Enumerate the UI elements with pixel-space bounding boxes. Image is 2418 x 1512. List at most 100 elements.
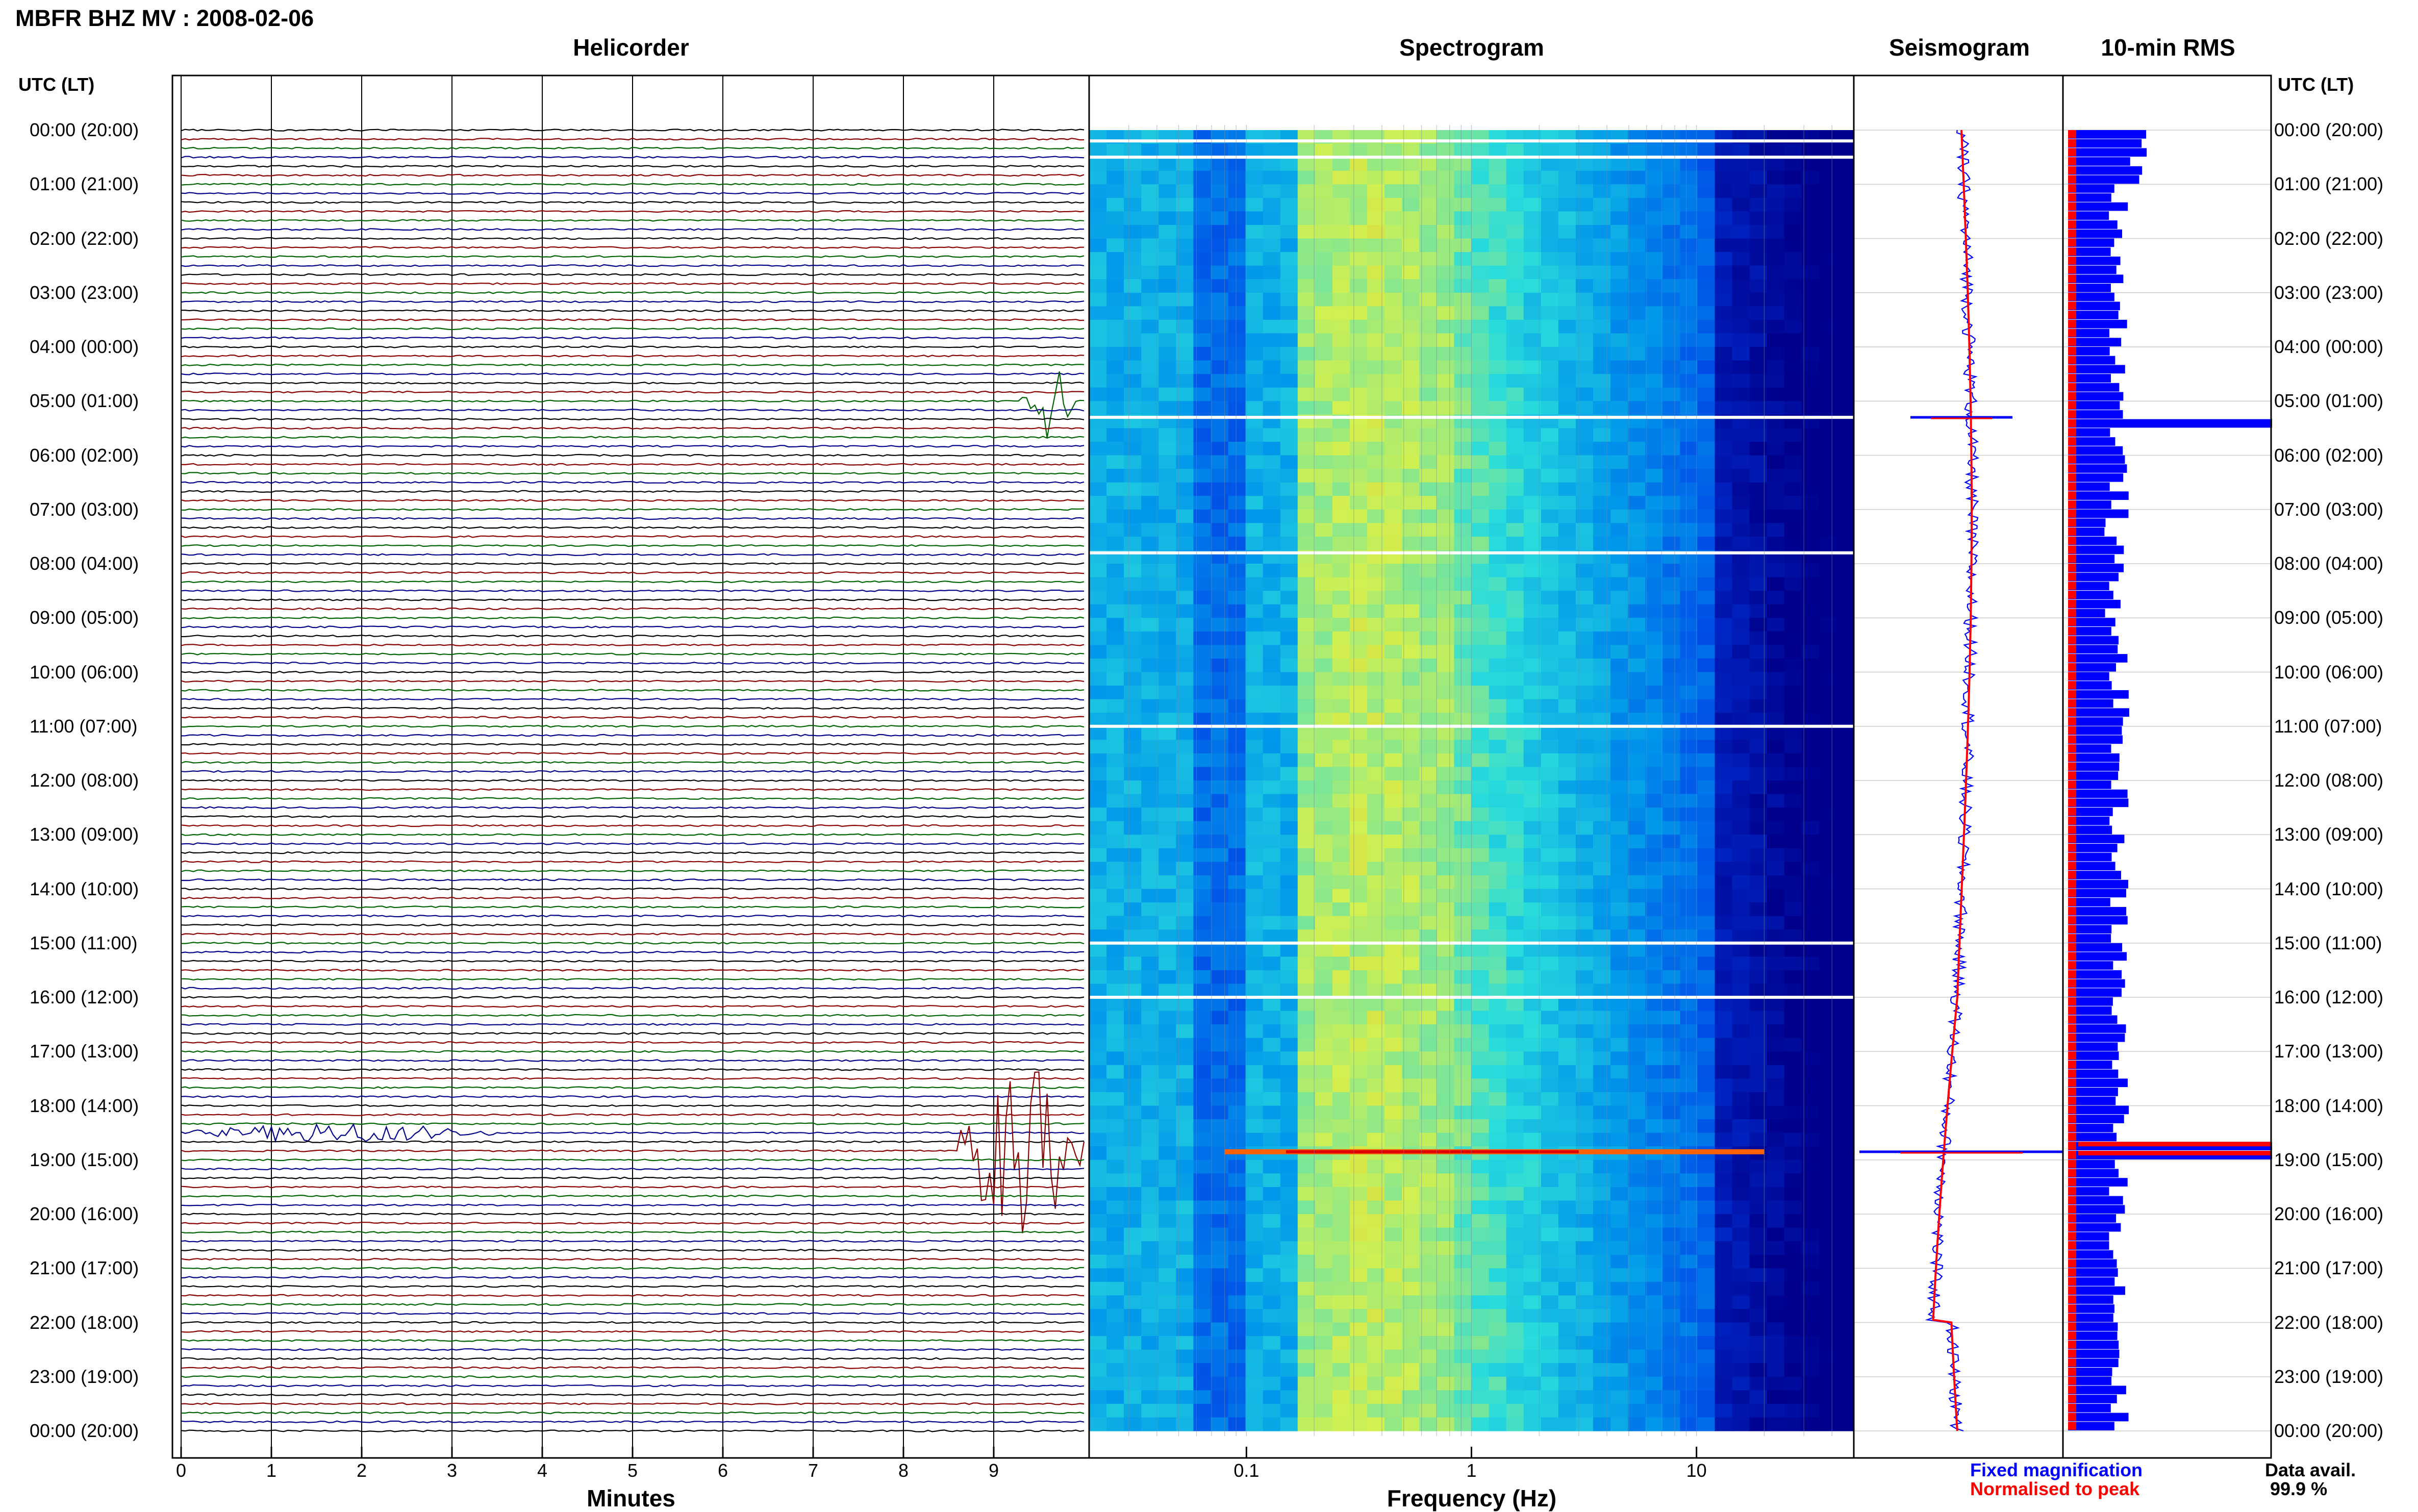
spectrogram-cell <box>1193 956 1212 971</box>
spectrogram-cell <box>1593 1403 1611 1418</box>
helicorder-trace <box>181 869 1085 872</box>
spectrogram-cell <box>1158 645 1176 659</box>
spectrogram-cell <box>1541 984 1559 998</box>
spectrogram-cell <box>1350 577 1368 591</box>
spectrogram-cell <box>1211 265 1229 280</box>
spectrogram-cell <box>1715 252 1733 266</box>
spectrogram-cell <box>1419 1390 1437 1404</box>
spectrogram-cell <box>1680 835 1698 849</box>
spectrogram-cell <box>1663 1295 1680 1309</box>
spectrogram-cell <box>1819 1132 1837 1147</box>
spectrogram-cell <box>1819 536 1837 551</box>
spectrogram-cell <box>1749 401 1768 415</box>
spectrogram-cell <box>1628 835 1646 849</box>
spectrogram-cell <box>1732 726 1750 740</box>
spectrogram-cell <box>1280 1308 1298 1323</box>
spectrogram-cell <box>1784 780 1802 795</box>
spectrogram-cell <box>1836 1403 1854 1418</box>
rms-bar <box>2068 1132 2117 1142</box>
spectrogram-cell <box>1628 306 1646 320</box>
spectrogram-cell <box>1402 509 1420 523</box>
spectrogram-cell <box>1523 862 1542 876</box>
spectrogram-cell <box>1228 509 1246 523</box>
spectrogram-cell <box>1141 211 1159 225</box>
spectrogram-cell <box>1801 1376 1820 1391</box>
spectrogram-cell <box>1628 1281 1646 1296</box>
spectrogram-cell <box>1263 1038 1281 1052</box>
spectrogram-cell <box>1419 143 1437 158</box>
spectrogram-cell <box>1541 835 1559 849</box>
spectrogram-cell <box>1506 1051 1524 1066</box>
spectrogram-cell <box>1141 401 1159 415</box>
spectrogram-cell <box>1697 496 1716 510</box>
spectrogram-cell <box>1523 1160 1542 1174</box>
spectrogram-cell <box>1558 1403 1576 1418</box>
spectrogram-cell <box>1332 184 1350 198</box>
spectrogram-cell <box>1663 848 1680 862</box>
spectrogram-cell <box>1628 564 1646 578</box>
spectrogram-cell <box>1732 265 1750 280</box>
spectrogram-cell <box>1367 794 1385 808</box>
spectrogram-cell <box>1315 523 1333 537</box>
spectrogram-cell <box>1089 1322 1107 1337</box>
spectrogram-cell <box>1801 970 1820 985</box>
spectrogram-cell <box>1628 1214 1646 1228</box>
spectrogram-cell <box>1558 591 1576 605</box>
spectrogram-cell <box>1645 1078 1663 1093</box>
spectrogram-cell <box>1297 401 1316 415</box>
spectrogram-cell <box>1158 726 1176 740</box>
spectrogram-cell <box>1663 1187 1680 1201</box>
spectrogram-cell <box>1575 1200 1594 1215</box>
spectrogram-cell <box>1767 767 1785 781</box>
spectrogram-cell <box>1558 794 1576 808</box>
helicorder-trace <box>181 246 1084 249</box>
spectrogram-cell <box>1228 441 1246 456</box>
spectrogram-tick-label: 0.1 <box>1233 1460 1260 1481</box>
spectrogram-cell <box>1663 1038 1680 1052</box>
spectrogram-cell <box>1767 1105 1785 1120</box>
spectrogram-cell <box>1263 428 1281 442</box>
helicorder-trace <box>181 752 1085 755</box>
spectrogram-cell <box>1454 889 1472 903</box>
helicorder-trace <box>181 544 1085 547</box>
spectrogram-cell <box>1523 699 1542 713</box>
spectrogram-cell <box>1437 211 1455 225</box>
spectrogram-cell <box>1819 767 1837 781</box>
helicorder-trace <box>181 616 1085 619</box>
spectrogram-cell <box>1297 265 1316 280</box>
spectrogram-cell <box>1124 1295 1142 1309</box>
spectrogram-cell <box>1541 1065 1559 1079</box>
spectrogram-cell <box>1245 1200 1264 1215</box>
spectrogram-cell <box>1193 238 1212 253</box>
spectrogram-cell <box>1575 875 1594 890</box>
spectrogram-cell <box>1610 1390 1628 1404</box>
spectrogram-cell <box>1384 482 1402 496</box>
spectrogram-cell <box>1663 143 1680 158</box>
spectrogram-cell <box>1715 523 1733 537</box>
spectrogram-cell <box>1610 428 1628 442</box>
spectrogram-cell <box>1506 1105 1524 1120</box>
spectrogram-cell <box>1089 347 1107 361</box>
spectrogram-cell <box>1836 1417 1854 1431</box>
spectrogram-cell <box>1558 238 1576 253</box>
spectrogram-cell <box>1402 428 1420 442</box>
helicorder-trace <box>181 336 1085 339</box>
spectrogram-cell <box>1680 1268 1698 1282</box>
spectrogram-cell <box>1297 1132 1316 1147</box>
spectrogram-cell <box>1384 347 1402 361</box>
spectrogram-cell <box>1819 482 1837 496</box>
spectrogram-cell <box>1211 1376 1229 1391</box>
spectrogram-cell <box>1541 780 1559 795</box>
spectrogram-cell <box>1158 753 1176 768</box>
spectrogram-cell <box>1228 1376 1246 1391</box>
spectrogram-cell <box>1297 1268 1316 1282</box>
spectrogram-cell <box>1228 536 1246 551</box>
spectrogram-cell <box>1263 862 1281 876</box>
spectrogram-cell <box>1610 1011 1628 1025</box>
spectrogram-cell <box>1523 984 1542 998</box>
helicorder-trace <box>181 1402 1085 1405</box>
spectrogram-cell <box>1749 197 1768 212</box>
spectrogram-cell <box>1124 279 1142 293</box>
spectrogram-cell <box>1315 455 1333 469</box>
spectrogram-cell <box>1332 455 1350 469</box>
